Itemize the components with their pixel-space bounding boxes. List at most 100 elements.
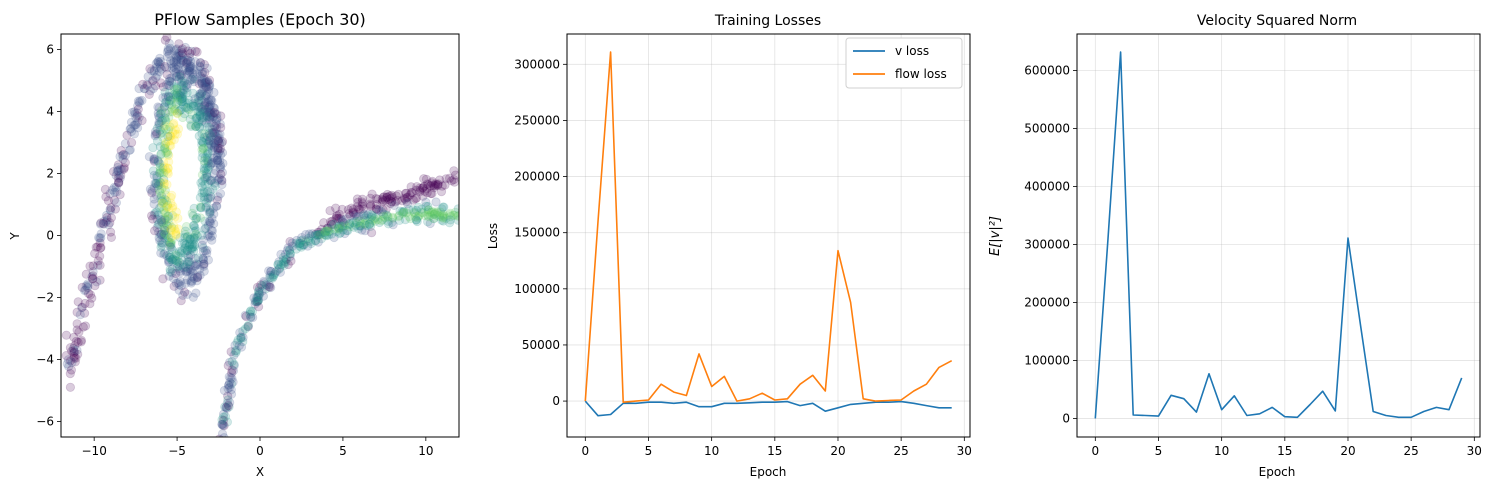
scatter-point	[329, 232, 339, 243]
scatter-point	[194, 116, 204, 126]
x-axis-ticks: −10 −5 0 5 10	[82, 437, 433, 458]
scatter-point	[404, 205, 414, 215]
scatter-point	[126, 123, 136, 133]
scatter-point	[438, 213, 448, 223]
scatter-point	[421, 197, 431, 207]
scatter-point	[189, 242, 200, 252]
scatter-point	[210, 165, 221, 175]
scatter-point	[155, 159, 165, 169]
scatter-point	[346, 203, 357, 213]
scatter-point	[197, 68, 208, 78]
y-tick-label: 300000	[1024, 237, 1070, 251]
scatter-point	[168, 128, 178, 138]
scatter-point	[313, 230, 323, 240]
scatter-point	[171, 99, 181, 109]
scatter-point	[208, 128, 218, 138]
scatter-point	[113, 162, 123, 172]
scatter-point	[395, 206, 405, 216]
scatter-point	[384, 195, 394, 205]
scatter-point	[106, 205, 116, 216]
scatter-point	[183, 46, 193, 56]
scatter-point	[201, 164, 211, 174]
scatter-point	[373, 215, 383, 225]
scatter-point	[92, 277, 102, 287]
scatter-point	[334, 209, 344, 219]
scatter-point	[218, 158, 228, 168]
scatter-point	[349, 211, 359, 221]
scatter-point	[262, 280, 272, 290]
scatter-point	[268, 271, 278, 282]
scatter-point	[158, 238, 168, 248]
scatter-point	[389, 200, 399, 210]
y-tick-label: 600000	[1024, 64, 1070, 78]
scatter-point	[427, 178, 437, 188]
scatter-point	[156, 149, 166, 159]
scatter-point	[304, 236, 314, 246]
scatter-point	[412, 182, 422, 192]
scatter-point	[147, 188, 157, 198]
scatter-point	[385, 198, 396, 209]
scatter-point	[197, 170, 207, 180]
scatter-point	[181, 81, 191, 91]
scatter-point	[176, 88, 186, 98]
scatter-point	[159, 177, 169, 187]
scatter-point	[182, 289, 192, 299]
scatter-point	[71, 353, 81, 363]
scatter-point	[167, 104, 177, 114]
scatter-point	[362, 211, 372, 221]
scatter-point	[178, 56, 188, 66]
scatter-point	[319, 230, 330, 240]
scatter-point	[173, 224, 183, 234]
scatter-point	[152, 171, 162, 181]
scatter-point	[215, 434, 224, 437]
y-axis-ticks: 0 50000 100000 150000 200000 250000 300000	[514, 57, 567, 408]
scatter-point	[213, 143, 223, 153]
scatter-point	[215, 160, 225, 170]
scatter-point	[205, 107, 215, 117]
scatter-point	[334, 223, 344, 233]
scatter-point	[164, 203, 174, 213]
scatter-point	[182, 57, 192, 67]
scatter-point	[182, 259, 192, 269]
scatter-point	[380, 195, 391, 205]
scatter-point	[185, 240, 195, 250]
scatter-point	[200, 68, 210, 78]
scatter-point	[360, 215, 370, 225]
y-tick-label: 200000	[1024, 295, 1070, 309]
scatter-point	[65, 368, 75, 379]
scatter-point	[228, 377, 238, 387]
scatter-point	[195, 202, 205, 212]
scatter-point	[340, 228, 350, 239]
scatter-point	[187, 266, 197, 276]
scatter-point	[197, 230, 207, 240]
scatter-point	[357, 194, 367, 204]
scatter-point	[155, 125, 165, 135]
scatter-point	[438, 210, 449, 220]
scatter-point	[177, 44, 188, 54]
scatter-point	[198, 235, 208, 245]
scatter-point	[166, 141, 176, 151]
scatter-point	[190, 57, 200, 67]
scatter-point	[201, 118, 211, 128]
scatter-point	[159, 205, 169, 215]
scatter-point	[152, 136, 163, 146]
scatter-point	[216, 123, 226, 133]
scatter-point	[208, 184, 218, 194]
scatter-point	[129, 129, 139, 139]
scatter-point	[303, 241, 313, 251]
scatter-point	[70, 341, 80, 351]
scatter-point	[229, 359, 239, 369]
scatter-point	[382, 192, 392, 203]
scatter-point	[171, 90, 181, 100]
scatter-point	[105, 218, 115, 228]
scatter-point	[153, 157, 163, 167]
y-tick-label: 200000	[514, 170, 560, 184]
scatter-point	[172, 83, 182, 94]
scatter-point	[418, 191, 428, 201]
scatter-point	[253, 292, 263, 302]
scatter-point	[74, 327, 84, 337]
scatter-point	[265, 270, 275, 280]
scatter-point	[331, 203, 341, 213]
scatter-point	[365, 218, 376, 228]
scatter-point	[215, 146, 225, 156]
